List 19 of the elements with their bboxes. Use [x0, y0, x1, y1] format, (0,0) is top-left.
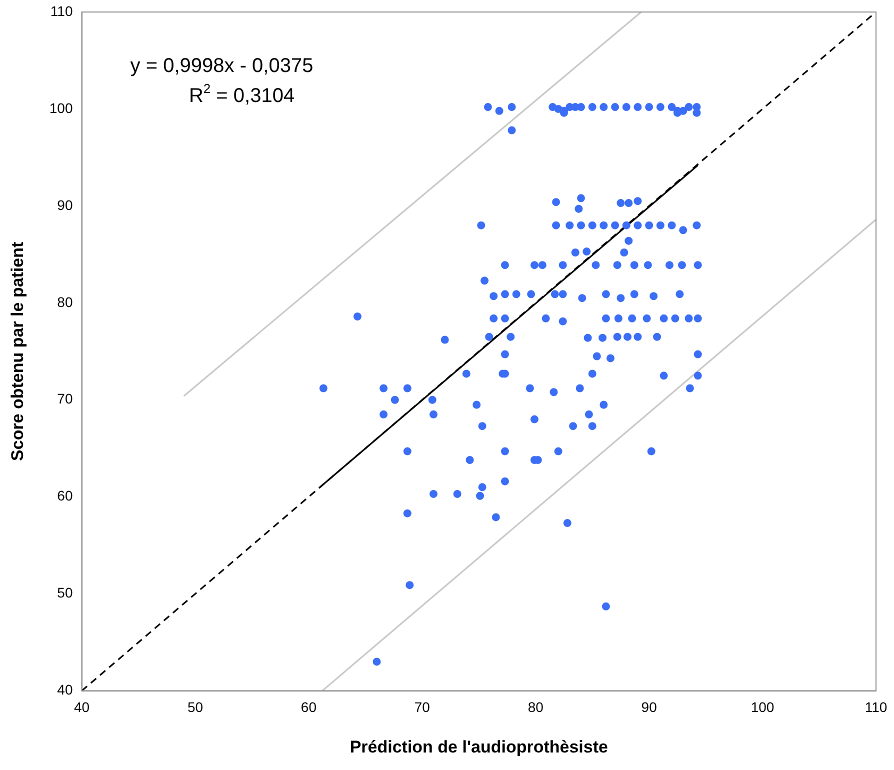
y-tick-label: 40 — [57, 682, 73, 698]
y-tick-label: 100 — [49, 100, 73, 116]
x-tick-label: 60 — [300, 699, 317, 716]
y-tick-label: 50 — [57, 584, 73, 601]
x-tick-label: 100 — [750, 699, 774, 716]
x-tick-label: 80 — [528, 699, 544, 716]
x-axis-title: Prédiction de l'audioprothèsiste — [350, 737, 608, 756]
x-tick-label: 50 — [187, 699, 204, 716]
y-tick-label: 90 — [57, 196, 73, 213]
y-tick-label: 60 — [57, 488, 73, 504]
y-tick-label: 70 — [57, 390, 73, 407]
y-tick-label: 110 — [50, 2, 73, 19]
annotation: y = 0,9998x - 0,0375 — [130, 55, 314, 77]
x-tick-label: 70 — [414, 699, 430, 716]
y-tick-label: 80 — [57, 294, 73, 310]
y-axis-title: Score obtenu par le patient — [8, 241, 27, 461]
x-tick-label: 110 — [864, 699, 888, 716]
x-tick-label: 90 — [641, 699, 658, 716]
x-tick-label: 40 — [74, 699, 90, 716]
